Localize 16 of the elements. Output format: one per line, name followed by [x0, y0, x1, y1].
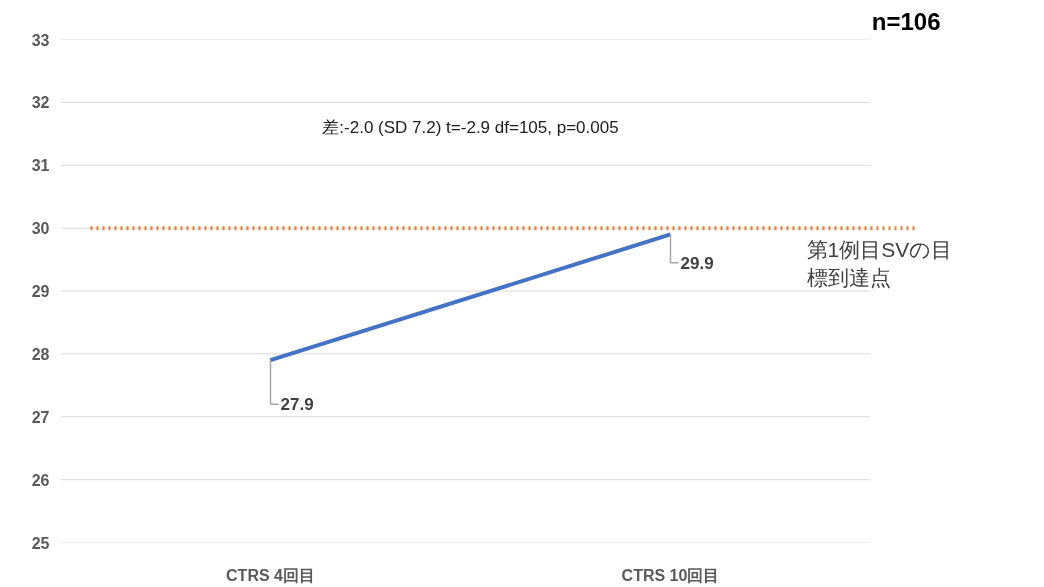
y-tick-label: 25 [31, 534, 50, 552]
data-label: 27.9 [280, 395, 314, 415]
y-tick-label: 30 [31, 220, 50, 238]
x-tick-label: CTRS 4回目 [226, 566, 315, 584]
data-label: 29.9 [680, 253, 714, 273]
annotation: 差:-2.0 (SD 7.2) t=-2.9 df=105, p=0.005 [322, 118, 619, 138]
y-tick-label: 31 [31, 157, 50, 175]
y-tick-label: 28 [31, 345, 50, 363]
y-tick-label: 27 [31, 408, 50, 426]
y-tick-label: 32 [31, 94, 50, 112]
y-tick-label: 26 [31, 471, 50, 489]
ref-line-label: 第1例目SVの目標到達点 [806, 238, 953, 289]
y-tick-label: 33 [31, 31, 50, 49]
x-tick-label: CTRS 10回目 [621, 566, 720, 584]
text: n=106 [871, 7, 941, 35]
y-tick-label: 29 [31, 283, 50, 300]
